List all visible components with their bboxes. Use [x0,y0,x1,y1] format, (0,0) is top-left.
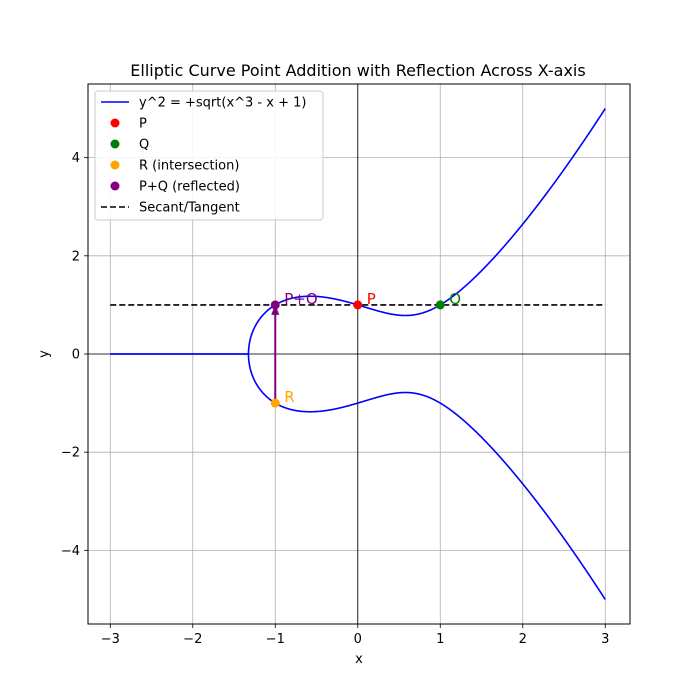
x-tick-label: 2 [519,632,527,647]
point-marker [353,300,363,310]
y-tick-label: −4 [61,544,80,559]
x-axis-label: x [355,652,363,667]
point-label: R [284,388,294,406]
x-tick-label: −1 [266,632,285,647]
x-tick-label: 3 [601,632,609,647]
y-tick-label: 4 [72,151,80,166]
legend-secant-label: Secant/Tangent [139,201,240,216]
legend-point-swatch [110,181,120,191]
legend-box [94,90,324,221]
curve-lower-branch [110,353,606,600]
legend-curve-label: y^2 = +sqrt(x^3 - x + 1) [139,96,306,111]
legend-point-label: Q [139,138,149,153]
point-label: Q [449,290,461,308]
point-marker [270,300,280,310]
legend-point-label: R (intersection) [139,159,239,174]
point-label: P+Q [284,290,317,308]
chart-title: Elliptic Curve Point Addition with Refle… [130,61,585,80]
y-axis-label: y [37,350,52,358]
point-marker [435,300,445,310]
axis-ticks: −3 −2 −1 0 1 2 3 −4 −2 0 2 4 [61,151,610,647]
x-tick-label: −3 [101,632,120,647]
x-tick-label: −2 [183,632,202,647]
legend: y^2 = +sqrt(x^3 - x + 1) PQ R (intersectio… [94,90,324,221]
points-layer: P Q R P+Q [270,290,461,408]
legend-point-swatch [110,118,120,128]
legend-point-label: P+Q (reflected) [139,180,240,195]
legend-point-swatch [110,160,120,170]
y-tick-label: −2 [61,446,80,461]
y-tick-label: 2 [72,249,80,264]
point-marker [270,398,280,408]
x-tick-label: 1 [436,632,444,647]
legend-point-label: P [139,117,147,132]
y-tick-label: 0 [72,348,80,363]
point-label: P [367,290,376,308]
x-tick-label: 0 [354,632,362,647]
legend-point-swatch [110,139,120,149]
